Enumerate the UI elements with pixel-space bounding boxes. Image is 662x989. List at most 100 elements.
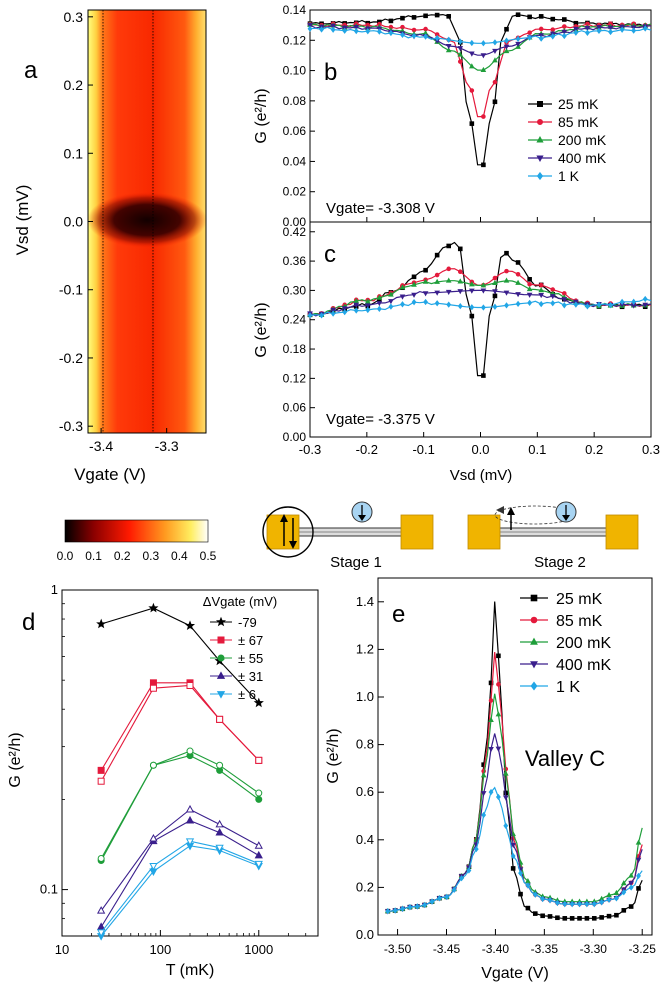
data-point <box>503 48 510 54</box>
data-point <box>254 850 263 859</box>
data-point <box>613 895 619 902</box>
panel-d: 10 100 1000 0.1 1 d G (e²/h) T (mK) ΔVgate (… <box>7 582 319 979</box>
data-point <box>573 26 579 33</box>
data-point <box>591 916 597 921</box>
data-point <box>538 35 544 42</box>
data-point <box>621 908 627 913</box>
stage-1-diagram: Stage 1 <box>262 501 434 571</box>
panel-e-legend: 25 mK 85 mK 200 mK 400 mK 1 K <box>520 591 611 696</box>
data-point <box>255 756 263 764</box>
panel-b-axes: 0.00 0.02 0.04 0.06 0.08 0.10 0.12 0.14 <box>283 3 652 229</box>
legend-marker <box>216 671 226 679</box>
data-point <box>149 684 157 692</box>
data-point <box>469 63 475 69</box>
data-point <box>496 653 501 659</box>
data-point <box>584 900 590 908</box>
data-point <box>569 900 575 908</box>
data-point <box>353 302 360 308</box>
data-point <box>469 121 475 126</box>
stage-1-localized-spin-circle <box>262 506 314 558</box>
data-point <box>591 900 597 908</box>
data-point <box>446 243 452 249</box>
data-point <box>459 875 464 882</box>
y-tick-label: 1.2 <box>356 641 374 656</box>
data-point <box>561 29 568 35</box>
data-point <box>488 788 494 796</box>
data-point <box>466 867 472 874</box>
data-point <box>376 305 382 313</box>
data-point <box>186 681 194 689</box>
x-tick-label: -0.3 <box>299 442 321 457</box>
legend-label: 200 mK <box>556 635 611 652</box>
data-point <box>392 907 398 914</box>
data-point <box>97 777 105 785</box>
data-point <box>488 747 494 753</box>
data-point <box>400 301 405 308</box>
stage-1-label: Stage 1 <box>330 554 382 571</box>
data-point <box>619 298 625 306</box>
data-point <box>573 29 579 36</box>
data-point <box>614 912 619 918</box>
series-line <box>100 840 260 933</box>
x-tick-label: -0.1 <box>412 442 434 457</box>
data-point <box>628 884 634 891</box>
data-point <box>642 295 648 303</box>
data-point <box>562 900 568 908</box>
data-point <box>388 299 394 305</box>
panel-label-b: b <box>324 59 337 86</box>
data-point <box>584 916 590 921</box>
colorbar-tick-label: 0.2 <box>114 549 131 563</box>
y-tick-label: 0.06 <box>283 124 307 138</box>
data-point <box>538 293 545 299</box>
heatmap-y-label: Vsd (mV) <box>13 185 32 256</box>
data-point <box>504 37 509 44</box>
data-point <box>469 313 475 319</box>
heatmap-x-label: Vgate (V) <box>74 465 146 484</box>
data-point <box>503 44 510 50</box>
series-line <box>309 280 652 316</box>
data-point <box>96 618 107 629</box>
data-point <box>215 844 224 853</box>
data-point <box>554 899 560 907</box>
data-point <box>492 48 498 54</box>
panel-e-annotation: Valley C <box>525 746 605 771</box>
x-tick-label: 0.2 <box>585 442 603 457</box>
data-point <box>636 886 641 891</box>
data-point <box>97 766 105 774</box>
data-point <box>434 272 440 278</box>
data-point <box>457 269 463 274</box>
data-point <box>584 303 590 310</box>
x-tick-label: 100 <box>150 942 172 957</box>
y-tick-label: 0.12 <box>283 33 307 47</box>
data-point <box>525 905 531 911</box>
data-point <box>550 300 556 307</box>
data-point <box>515 35 521 42</box>
x-tick-label: -3.45 <box>433 942 461 956</box>
data-point <box>215 827 224 836</box>
y-tick-label: 1.4 <box>356 594 374 609</box>
data-point <box>457 59 463 64</box>
legend-marker <box>536 155 544 163</box>
data-point <box>330 310 336 317</box>
data-point <box>492 289 498 295</box>
data-point <box>457 246 463 252</box>
data-point <box>434 34 440 42</box>
data-point <box>631 27 637 34</box>
data-point <box>504 268 509 274</box>
y-tick-label: 0.04 <box>283 154 307 168</box>
data-point <box>411 292 417 298</box>
legend-label: 85 mK <box>556 613 603 630</box>
data-point <box>457 51 464 57</box>
x-tick-label: -3.25 <box>629 942 657 956</box>
y-tick-label: 0.2 <box>64 77 84 93</box>
data-point <box>503 822 509 829</box>
data-point <box>577 900 582 908</box>
data-point <box>526 292 533 298</box>
data-point <box>457 302 463 310</box>
data-point <box>481 114 486 119</box>
data-point <box>414 903 420 910</box>
data-point <box>561 297 568 303</box>
data-point <box>550 16 556 22</box>
data-point <box>518 891 523 897</box>
data-point <box>525 882 531 889</box>
